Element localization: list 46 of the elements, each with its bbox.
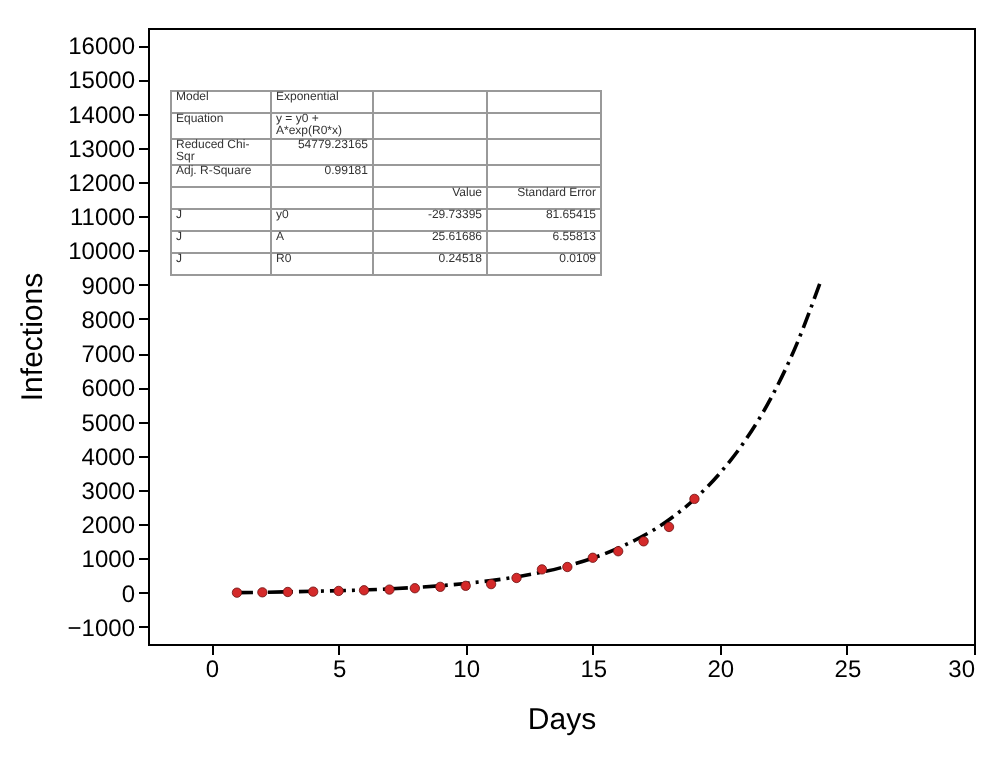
y-tick-label: 8000 [81, 305, 136, 334]
x-tick-label: 10 [453, 655, 481, 683]
y-tick-label: 12000 [68, 169, 136, 197]
point [435, 581, 446, 592]
point [689, 493, 700, 504]
point [308, 586, 319, 597]
point [257, 587, 268, 598]
x-tick-label: 25 [834, 655, 862, 683]
x-tick-label: 0 [205, 655, 220, 683]
x-tick-label: 30 [948, 655, 976, 683]
x-tick-label: 5 [332, 655, 347, 683]
point [613, 546, 624, 557]
y-axis-title: Infections [15, 272, 50, 402]
x-tick-label: 20 [707, 655, 735, 683]
y-tick-label: 7000 [81, 340, 136, 369]
y-tick-label: 11000 [70, 203, 136, 232]
point [511, 572, 522, 584]
point [536, 564, 548, 575]
x-tick-label: 15 [580, 655, 608, 683]
point [486, 579, 497, 590]
point [638, 536, 649, 547]
y-tick-label: 15000 [68, 66, 136, 95]
point [460, 580, 471, 591]
y-tick-label: 14000 [68, 100, 136, 129]
point [282, 586, 293, 598]
point [663, 521, 675, 533]
y-tick-label: 16000 [68, 32, 136, 61]
y-tick-label: 13000 [68, 134, 136, 163]
y-tick-label: −1000 [67, 613, 136, 642]
point [384, 584, 395, 595]
y-tick-label: 0 [121, 579, 136, 608]
y-tick-label: 2000 [81, 511, 136, 540]
point [562, 561, 573, 573]
point [587, 552, 598, 563]
y-tick-label: 6000 [81, 374, 136, 403]
point [333, 585, 344, 597]
point [409, 583, 420, 594]
y-tick-label: 5000 [81, 408, 136, 437]
y-tick-label: 4000 [81, 442, 136, 471]
x-axis-title: Days [527, 703, 597, 737]
point [231, 587, 243, 598]
point [358, 585, 370, 596]
y-tick-label: 3000 [81, 477, 136, 505]
y-tick-label: 1000 [81, 545, 136, 574]
y-tick-label: 10000 [68, 237, 136, 266]
y-tick-label: 9000 [81, 271, 136, 300]
